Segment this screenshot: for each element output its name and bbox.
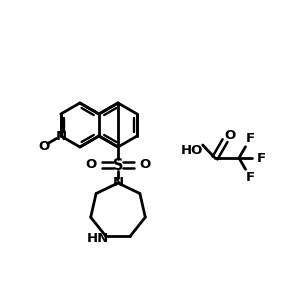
Text: O: O bbox=[85, 158, 97, 172]
Text: N: N bbox=[55, 130, 66, 142]
Text: F: F bbox=[245, 132, 255, 146]
Text: HN: HN bbox=[87, 232, 109, 245]
Text: S: S bbox=[113, 158, 123, 172]
Text: O: O bbox=[140, 158, 151, 172]
Text: O: O bbox=[38, 140, 49, 152]
Text: F: F bbox=[245, 171, 255, 184]
Text: F: F bbox=[256, 152, 266, 164]
Text: N: N bbox=[112, 176, 124, 190]
Text: O: O bbox=[224, 129, 236, 142]
Text: HO: HO bbox=[181, 143, 203, 157]
